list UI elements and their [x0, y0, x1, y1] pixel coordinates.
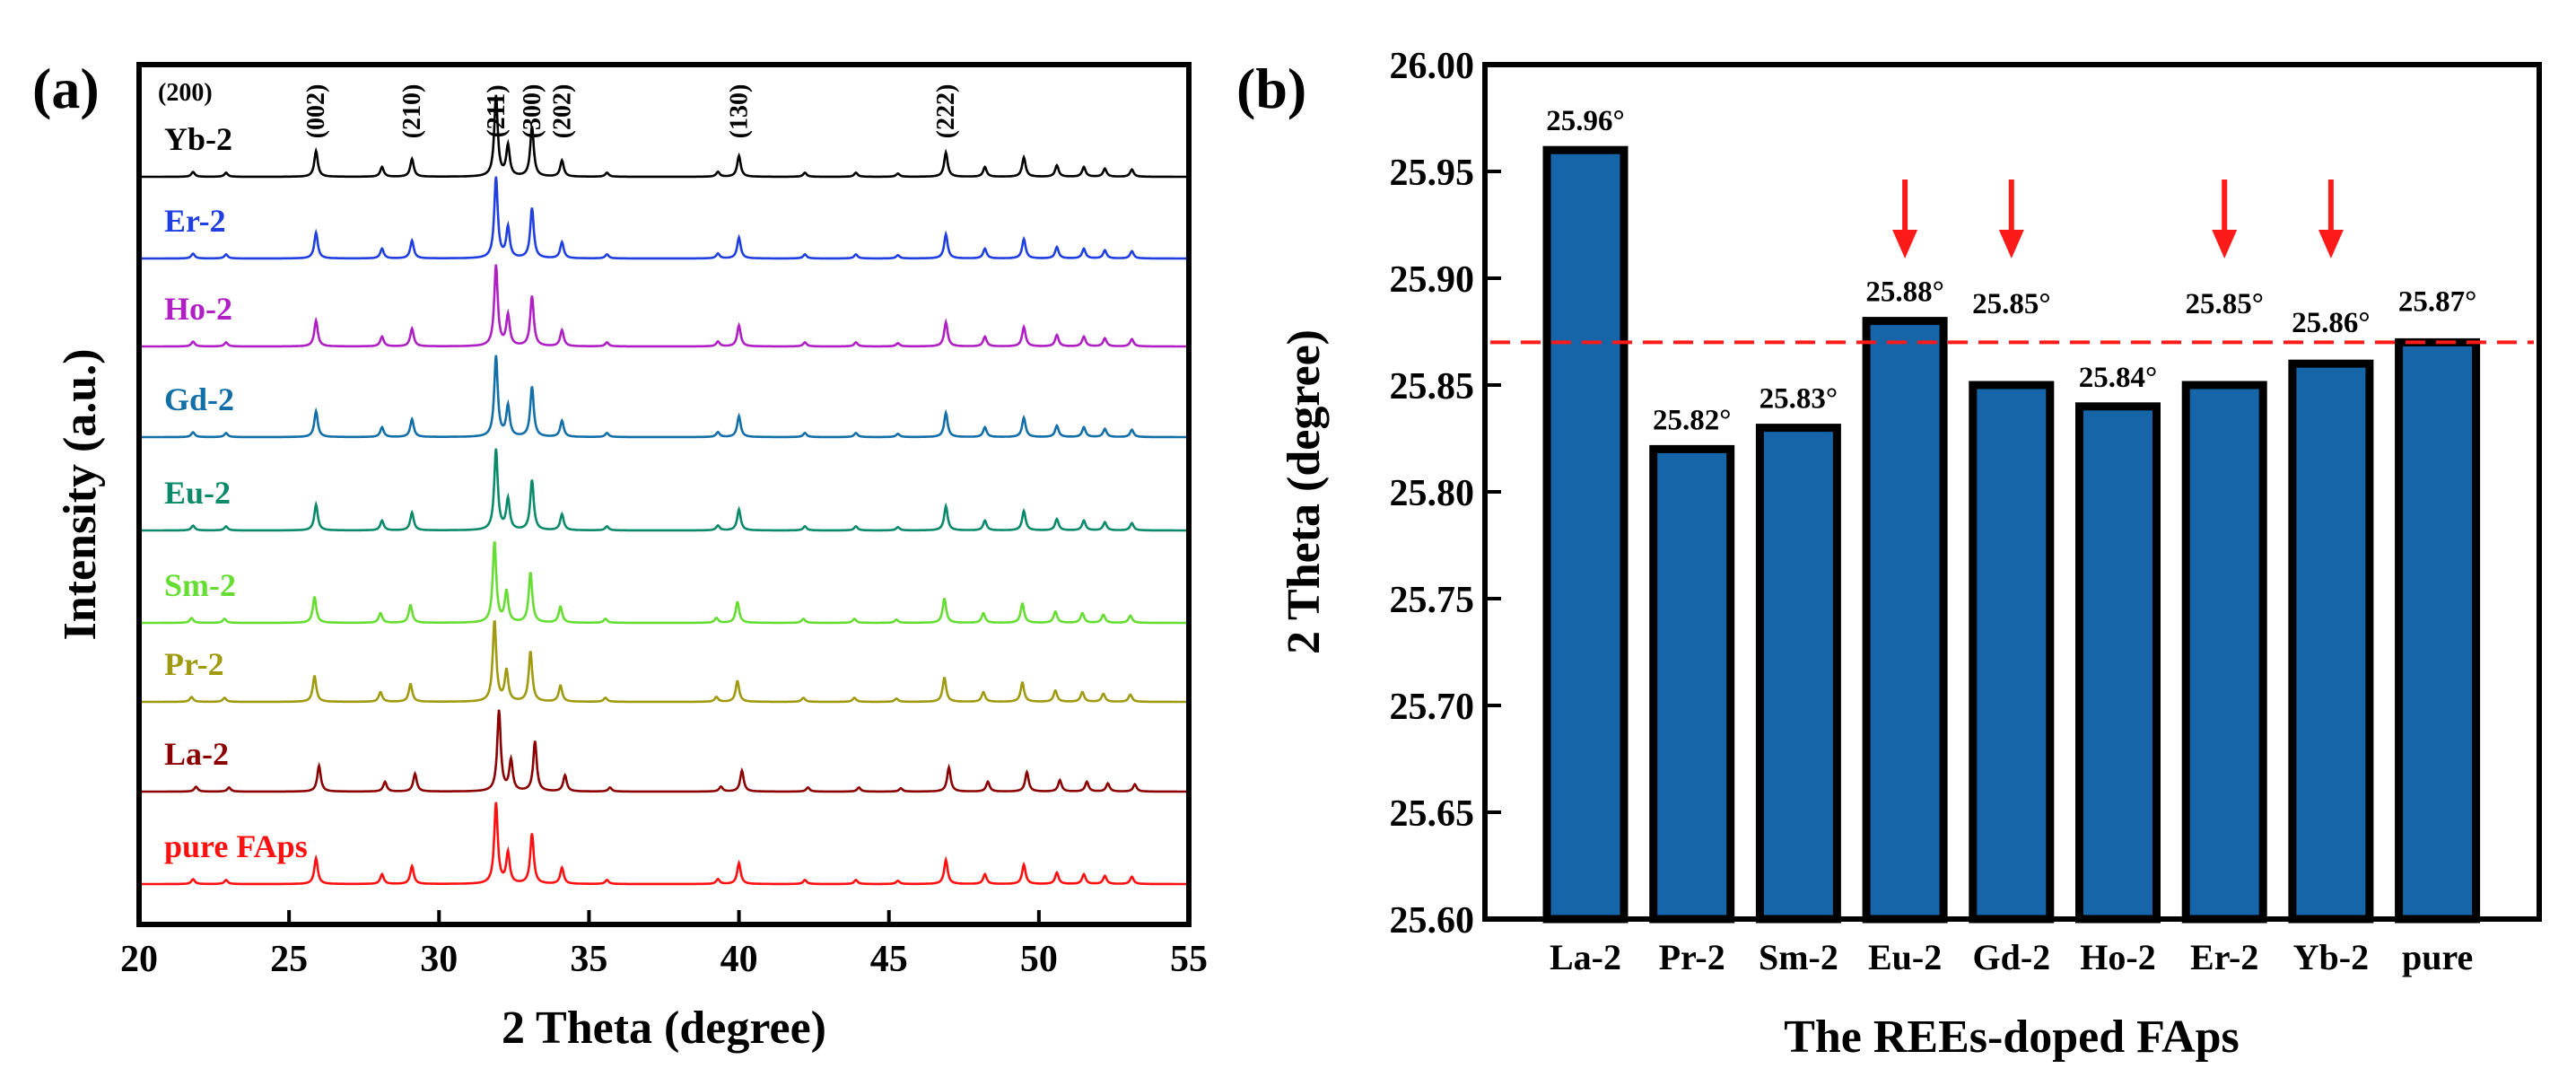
category-label: La-2: [1550, 937, 1621, 977]
series-labels: Yb-2 Er-2 Ho-2 Gd-2 Eu-2 Sm-2 Pr-2 La-2 pure FAp…: [164, 121, 308, 864]
bar: [1542, 145, 1629, 924]
peak-labels: (200) (002) (210) (211) (300) (202) (130) (222): [158, 79, 960, 138]
value-label: 25.84°: [2079, 362, 2157, 394]
xrd-traces: [139, 94, 1189, 886]
value-labels: 25.96° 25.82° 25.83° 25.88° 25.85° 25.84° 25.8…: [1546, 105, 2476, 436]
arrow-head: [2318, 230, 2344, 258]
category-label: Yb-2: [2293, 937, 2369, 977]
peak-label: (202): [548, 84, 576, 139]
xrd-plot-frame: [136, 62, 1192, 927]
y-tick-label: 25.70: [1390, 687, 1475, 728]
y-axis-title: Intensity (a.u.): [55, 348, 106, 640]
series-label: La-2: [164, 736, 229, 772]
y-tick-label: 25.65: [1390, 793, 1475, 835]
arrows: [1892, 180, 2344, 258]
peak-label: (210): [398, 84, 426, 139]
bar: [1862, 317, 1948, 924]
peak-label: (300): [519, 84, 546, 139]
y-tick-label: 25.80: [1390, 473, 1475, 514]
series-label: Er-2: [164, 203, 226, 239]
bar: [1649, 444, 1735, 924]
x-tick-label: 25: [270, 939, 308, 980]
value-label: 25.86°: [2292, 307, 2370, 339]
series-label: Yb-2: [164, 121, 232, 157]
bar: [1969, 381, 2055, 924]
peak-label: (130): [726, 84, 754, 139]
series-label: Eu-2: [164, 475, 231, 511]
x-tick-label: 40: [720, 939, 758, 980]
y-tick-label: 25.60: [1390, 900, 1475, 941]
value-label: 25.85°: [1972, 288, 2050, 320]
x-tick-label: 50: [1020, 939, 1058, 980]
series-label: pure FAps: [164, 828, 308, 864]
x-tick-label: 35: [570, 939, 607, 980]
category-label: Sm-2: [1759, 937, 1838, 977]
series-label: Ho-2: [164, 291, 232, 327]
x-tick-label: 55: [1170, 939, 1208, 980]
xrd-trace: [139, 709, 1189, 793]
category-label: Ho-2: [2080, 937, 2155, 977]
series-label: Gd-2: [164, 381, 234, 417]
bar: [2288, 359, 2374, 924]
arrow-head: [2212, 230, 2238, 258]
x-tick-label: 30: [420, 939, 458, 980]
arrow-head: [1998, 230, 2024, 258]
value-label: 25.88°: [1865, 276, 1943, 309]
y-tick-label: 25.95: [1390, 153, 1475, 194]
x-tick-label: 45: [870, 939, 908, 980]
y-tick-label: 25.90: [1390, 259, 1475, 301]
panel-label-b: (b): [1236, 57, 1306, 120]
x-axis-title: 2 Theta (degree): [502, 1003, 826, 1054]
peak-label: (002): [302, 84, 330, 139]
bar: [2181, 381, 2267, 924]
category-labels: La-2 Pr-2 Sm-2 Eu-2 Gd-2 Ho-2 Er-2 Yb-2 pure: [1550, 937, 2473, 977]
category-label: pure: [2402, 937, 2473, 977]
value-label: 25.87°: [2398, 285, 2476, 318]
x-axis-ticks: 20 25 30 35 40 45 50 55: [120, 910, 1208, 980]
panel-label-a: (a): [32, 57, 100, 120]
series-label: Pr-2: [164, 646, 224, 682]
xrd-trace: [139, 94, 1189, 179]
xrd-trace: [139, 264, 1189, 348]
peak-label: (200): [158, 79, 213, 107]
bar-panel: (b) 25.96° 25.82° 25.83° 25.88° 25.85° 25.84°…: [1236, 46, 2542, 1063]
category-label: Gd-2: [1972, 937, 2050, 977]
x-axis-title: The REEs-doped FAps: [1784, 1012, 2240, 1063]
value-label: 25.82°: [1653, 404, 1731, 436]
xrd-trace: [139, 355, 1189, 439]
y-tick-label: 26.00: [1390, 46, 1475, 87]
xrd-trace: [139, 448, 1189, 532]
category-label: Er-2: [2190, 937, 2258, 977]
value-label: 25.96°: [1546, 105, 1624, 137]
y-axis-ticks: 25.60 25.65 25.70 25.75 25.80 25.85 25.90 25.95…: [1390, 46, 1501, 941]
xrd-trace: [139, 541, 1189, 625]
xrd-trace: [139, 620, 1189, 704]
bars: [1542, 145, 2481, 924]
y-tick-label: 25.75: [1390, 580, 1475, 621]
y-tick-label: 25.85: [1390, 366, 1475, 407]
xrd-trace: [139, 801, 1189, 886]
value-label: 25.85°: [2185, 288, 2263, 320]
xrd-trace: [139, 176, 1189, 260]
xrd-panel: (a) Yb-2 Er-2 Ho-2 Gd-2 Eu-2 Sm-2 Pr-2 La-2 pure…: [32, 57, 1208, 1054]
peak-label: (211): [483, 84, 511, 137]
category-label: Eu-2: [1868, 937, 1942, 977]
series-label: Sm-2: [164, 567, 236, 603]
y-axis-title: 2 Theta (degree): [1279, 329, 1330, 654]
category-label: Pr-2: [1659, 937, 1725, 977]
value-label: 25.83°: [1760, 383, 1838, 416]
arrow-head: [1892, 230, 1918, 258]
peak-label: (222): [932, 84, 960, 139]
bar: [1755, 424, 1841, 924]
x-tick-label: 20: [120, 939, 158, 980]
bar: [2075, 402, 2161, 924]
bar: [2395, 337, 2481, 924]
